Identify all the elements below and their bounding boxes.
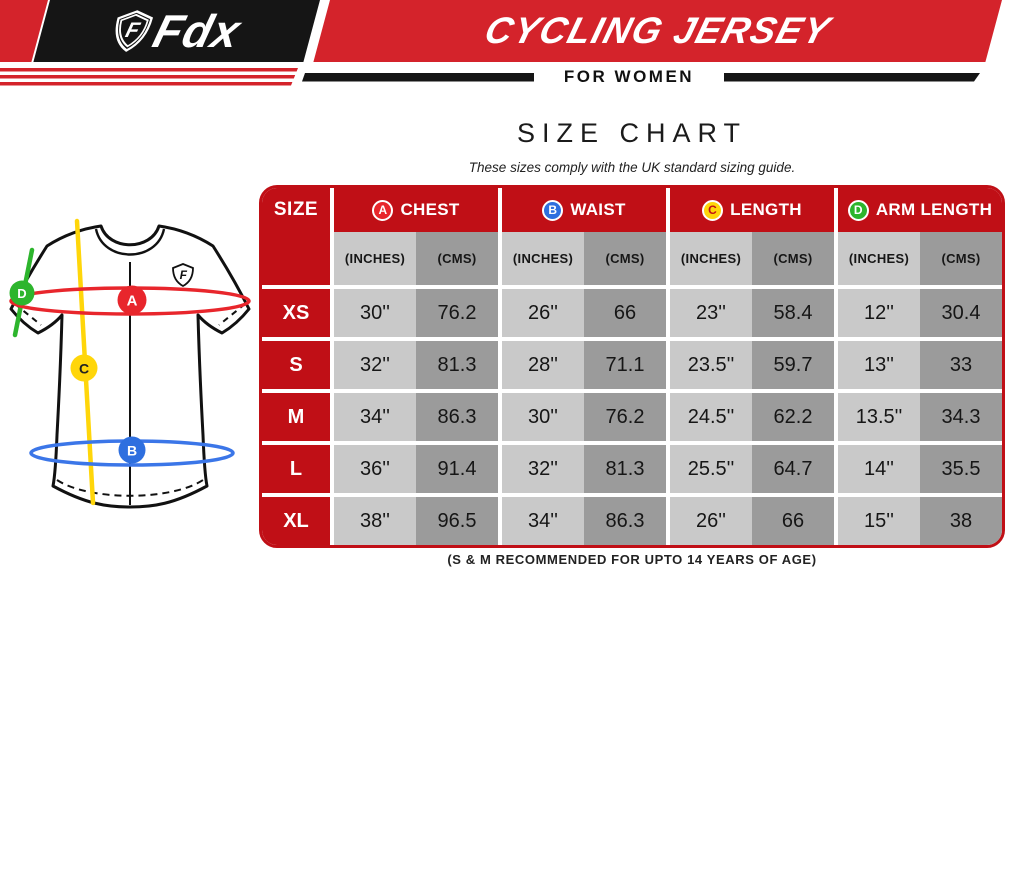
decorative-stripes	[0, 68, 298, 86]
table-value-cell: 38''	[334, 497, 416, 545]
banner-title-panel: CYCLING JERSEY	[313, 0, 1002, 62]
table-value-cell: 35.5	[920, 445, 1002, 493]
table-value-cell: 91.4	[416, 445, 498, 493]
divider-bar-right	[724, 73, 980, 82]
jersey-shield-icon: F	[172, 263, 194, 288]
table-value-cell: 14''	[838, 445, 920, 493]
table-value-cell: 25.5''	[670, 445, 752, 493]
table-unit-header: (INCHES)	[334, 232, 416, 285]
table-size-label-m: M	[262, 393, 330, 441]
marker-b-letter: B	[127, 443, 137, 459]
table-value-cell: 58.4	[752, 289, 834, 337]
table-value-cell: 13.5''	[838, 393, 920, 441]
table-group-header-a: A CHEST	[334, 188, 498, 232]
table-value-cell: 26''	[670, 497, 752, 545]
table-value-cell: 81.3	[584, 445, 666, 493]
table-value-cell: 64.7	[752, 445, 834, 493]
table-size-label-s: S	[262, 341, 330, 389]
table-size-header: SIZE	[262, 188, 330, 285]
table-value-cell: 28''	[502, 341, 584, 389]
table-value-cell: 81.3	[416, 341, 498, 389]
divider-bar-left	[302, 73, 534, 82]
table-value-cell: 32''	[502, 445, 584, 493]
table-size-label-xl: XL	[262, 497, 330, 545]
table-value-cell: 26''	[502, 289, 584, 337]
table-value-cell: 34''	[334, 393, 416, 441]
table-value-cell: 30''	[334, 289, 416, 337]
right-cuff-seam	[218, 303, 246, 326]
table-value-cell: 13''	[838, 341, 920, 389]
table-value-cell: 71.1	[584, 341, 666, 389]
marker-d: D	[9, 280, 35, 306]
hem-seam	[56, 479, 204, 497]
group-label: LENGTH	[730, 200, 802, 219]
marker-badge-c: C	[702, 199, 724, 221]
collar-inner-line	[94, 228, 166, 256]
table-size-label-l: L	[262, 445, 330, 493]
marker-badge-b: B	[542, 199, 564, 221]
table-value-cell: 15''	[838, 497, 920, 545]
table-group-header-b: B WAIST	[502, 188, 666, 232]
table-value-cell: 59.7	[752, 341, 834, 389]
banner-subtitle: FOR WOMEN	[563, 67, 695, 86]
table-value-cell: 96.5	[416, 497, 498, 545]
table-unit-header: (CMS)	[920, 232, 1002, 285]
marker-badge-d: D	[847, 199, 869, 221]
table-value-cell: 38	[920, 497, 1002, 545]
marker-a-letter: A	[127, 293, 138, 310]
table-value-cell: 62.2	[752, 393, 834, 441]
jersey-diagram: F A B C D	[9, 218, 251, 509]
table-value-cell: 33	[920, 341, 1002, 389]
size-table-grid: SIZE A CHEST (INCHES) (CMS) B WAIST (INCHES) (CM…	[259, 185, 1005, 548]
table-unit-header: (INCHES)	[670, 232, 752, 285]
table-group-header-d: D ARM LENGTH	[838, 188, 1002, 232]
table-unit-header: (CMS)	[752, 232, 834, 285]
table-value-cell: 30.4	[920, 289, 1002, 337]
table-value-cell: 86.3	[416, 393, 498, 441]
table-unit-header: (CMS)	[584, 232, 666, 285]
table-value-cell: 66	[584, 289, 666, 337]
banner-subtitle-row: FOR WOMEN	[0, 66, 1024, 88]
table-value-cell: 23.5''	[670, 341, 752, 389]
table-value-cell: 24.5''	[670, 393, 752, 441]
marker-d-letter: D	[17, 286, 26, 301]
table-value-cell: 34''	[502, 497, 584, 545]
marker-b: B	[118, 436, 146, 464]
page-title: SIZE CHART	[516, 118, 748, 148]
sizing-guide-note: These sizes comply with the UK standard …	[468, 160, 796, 175]
table-value-cell: 32''	[334, 341, 416, 389]
group-label: ARM LENGTH	[875, 200, 993, 219]
marker-badge-a: A	[372, 199, 394, 221]
table-value-cell: 12''	[838, 289, 920, 337]
marker-a: A	[117, 285, 147, 315]
marker-c: C	[70, 354, 98, 382]
age-recommendation-note: (S & M RECOMMENDED FOR UPTO 14 YEARS OF …	[447, 552, 817, 567]
banner-title: CYCLING JERSEY	[480, 10, 836, 51]
table-unit-header: (CMS)	[416, 232, 498, 285]
table-size-label-xs: XS	[262, 289, 330, 337]
brand-header: F Fdx CYCLING JERSEY	[0, 0, 1024, 62]
table-unit-header: (INCHES)	[502, 232, 584, 285]
table-group-header-c: C LENGTH	[670, 188, 834, 232]
table-value-cell: 86.3	[584, 497, 666, 545]
group-label: CHEST	[400, 200, 460, 219]
group-label: WAIST	[570, 200, 626, 219]
table-value-cell: 23''	[670, 289, 752, 337]
svg-text:F: F	[180, 268, 188, 282]
brand-logo-text: Fdx	[147, 5, 247, 57]
table-unit-header: (INCHES)	[838, 232, 920, 285]
fdx-shield-icon: F	[115, 10, 154, 52]
table-value-cell: 34.3	[920, 393, 1002, 441]
table-value-cell: 76.2	[584, 393, 666, 441]
table-value-cell: 30''	[502, 393, 584, 441]
table-value-cell: 76.2	[416, 289, 498, 337]
table-value-cell: 36''	[334, 445, 416, 493]
logo-panel: F Fdx	[33, 0, 321, 62]
table-value-cell: 66	[752, 497, 834, 545]
marker-c-letter: C	[79, 361, 89, 377]
